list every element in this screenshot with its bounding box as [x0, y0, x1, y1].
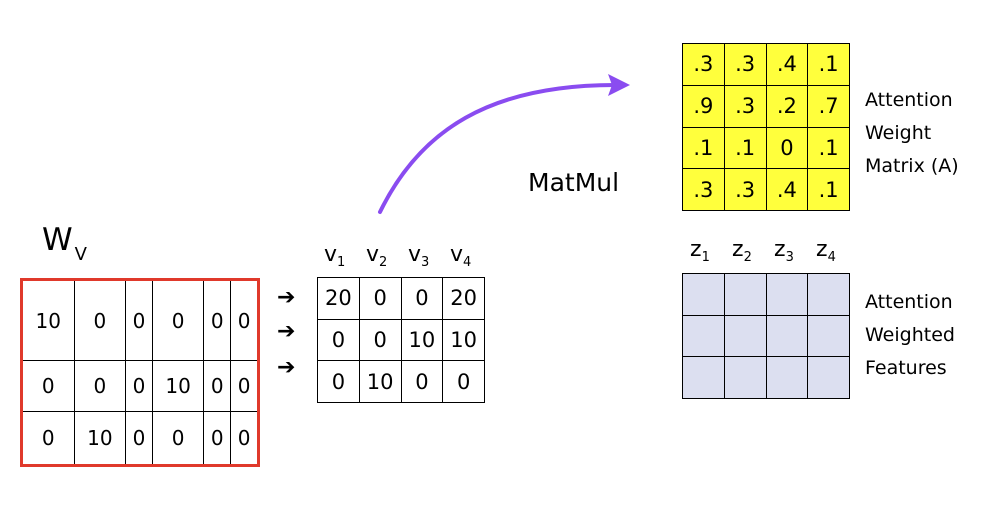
z-header: z2	[732, 237, 752, 265]
attention-matrix: .3 .3 .4 .1 .9 .3 .2 .7 .1 .1 0 .1 .3 .3…	[682, 43, 850, 211]
attention-matrix-label: Attention Weight Matrix (A)	[865, 84, 959, 183]
attention-label-line: Weight	[865, 122, 932, 144]
v-header: v1	[324, 242, 346, 270]
z-cell	[765, 314, 809, 358]
row-arrow-icon: ➔	[277, 319, 296, 344]
row-arrow-icon: ➔	[277, 285, 296, 310]
z-cell	[682, 356, 725, 399]
wv-label-main: W	[42, 222, 73, 258]
wv-cell: 0	[125, 410, 153, 466]
z-header: z1	[690, 237, 710, 265]
attention-row: .1 .1 0 .1	[682, 126, 850, 170]
attention-cell: .9	[682, 84, 725, 128]
z-cell	[807, 356, 850, 399]
attention-cell: .4	[765, 168, 809, 211]
z-label-line: Weighted	[865, 324, 955, 346]
v-header: v3	[408, 242, 430, 270]
wv-cell: 0	[230, 410, 258, 466]
attention-cell: .7	[807, 84, 850, 128]
wv-cell: 0	[125, 360, 153, 412]
v-cell: 20	[442, 277, 485, 320]
attention-cell: .1	[807, 43, 850, 86]
attention-cell: .3	[682, 43, 725, 86]
row-arrow-icon: ➔	[277, 355, 296, 380]
v-row: 0 0 10 10	[317, 318, 485, 362]
z-cell	[682, 273, 725, 316]
z-row	[682, 314, 850, 358]
wv-cell: 0	[22, 410, 75, 466]
wv-cell: 0	[22, 360, 75, 412]
v-header: v4	[450, 242, 472, 270]
z-cell	[723, 356, 767, 399]
wv-cell: 0	[73, 360, 127, 412]
z-row	[682, 273, 850, 316]
attention-row: .9 .3 .2 .7	[682, 84, 850, 128]
attention-row: .3 .3 .4 .1	[682, 43, 850, 86]
attention-cell: .1	[723, 126, 767, 170]
wv-cell: 0	[203, 410, 232, 466]
v-cell: 20	[317, 277, 360, 320]
v-matrix: 20 0 0 20 0 0 10 10 0 10 0 0	[317, 277, 485, 403]
attention-cell: .3	[723, 43, 767, 86]
wv-row: 0 0 0 10 0 0	[22, 360, 258, 412]
matmul-arrow-head-icon	[608, 74, 630, 96]
wv-matrix: 10 0 0 0 0 0 0 0 0 10 0 0 0 10 0 0 0 0	[20, 278, 260, 467]
wv-cell: 10	[73, 410, 127, 466]
attention-cell: 0	[765, 126, 809, 170]
v-cell: 0	[442, 360, 485, 403]
attention-label-line: Attention	[865, 89, 953, 111]
z-cell	[807, 314, 850, 358]
v-cell: 0	[317, 360, 360, 403]
attention-cell: .1	[807, 168, 850, 211]
wv-cell: 0	[230, 360, 258, 412]
z-label-line: Features	[865, 357, 947, 379]
z-cell	[723, 314, 767, 358]
z-cell	[765, 356, 809, 399]
wv-label-sub: V	[74, 244, 87, 265]
attention-cell: .4	[765, 43, 809, 86]
v-header: v2	[366, 242, 388, 270]
z-cell	[807, 273, 850, 316]
attention-cell: .1	[807, 126, 850, 170]
wv-cell: 0	[230, 279, 258, 362]
attention-cell: .2	[765, 84, 809, 128]
wv-cell: 0	[151, 410, 205, 466]
z-cell	[723, 273, 767, 316]
matmul-arrow-curve	[378, 83, 617, 214]
attention-cell: .3	[723, 84, 767, 128]
z-label-line: Attention	[865, 291, 953, 313]
wv-row: 10 0 0 0 0 0	[22, 279, 258, 362]
v-cell: 10	[358, 360, 402, 403]
wv-cell: 0	[125, 279, 153, 362]
v-cell: 0	[317, 318, 360, 362]
wv-row: 0 10 0 0 0 0	[22, 410, 258, 466]
attention-cell: .3	[682, 168, 725, 211]
attention-cell: .1	[682, 126, 725, 170]
v-cell: 10	[442, 318, 485, 362]
z-row	[682, 356, 850, 399]
z-cell	[765, 273, 809, 316]
attention-row: .3 .3 .4 .1	[682, 168, 850, 211]
z-header: z4	[816, 237, 836, 265]
z-header: z3	[774, 237, 794, 265]
matmul-label: MatMul	[528, 168, 620, 197]
attention-label-line: Matrix (A)	[865, 155, 959, 177]
v-row: 0 10 0 0	[317, 360, 485, 403]
z-cell	[682, 314, 725, 358]
z-matrix-label: Attention Weighted Features	[865, 286, 955, 385]
z-matrix	[682, 273, 850, 399]
attention-cell: .3	[723, 168, 767, 211]
